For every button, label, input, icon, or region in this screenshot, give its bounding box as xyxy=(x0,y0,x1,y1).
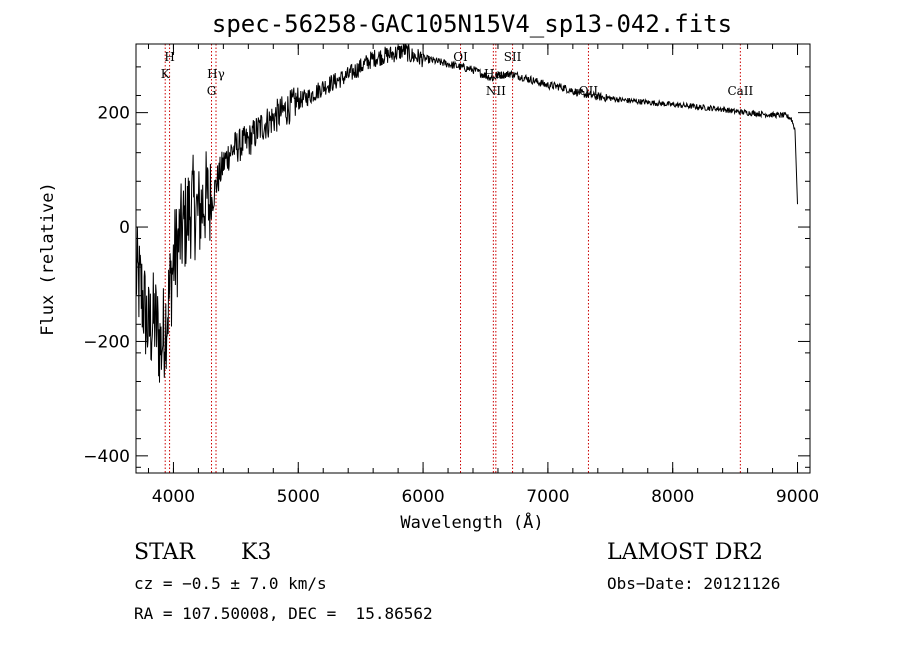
x-tick-label: 6000 xyxy=(401,487,444,507)
x-axis-label: Wavelength (Å) xyxy=(400,511,543,533)
x-tick-label: 9000 xyxy=(776,487,819,507)
spectral-line-label-7: SII xyxy=(504,50,522,64)
spectral-line-label-4: OI xyxy=(453,50,468,64)
axis-ticks: 4000 5000 6000 7000 8000 9000 −400 −200 0 200 xyxy=(83,44,819,507)
spectral-line-label-3: G xyxy=(207,84,217,98)
object-subclass: K3 xyxy=(241,540,272,565)
spectrum-series-line xyxy=(135,43,798,383)
chart-title: spec-56258-GAC105N15V4_sp13-042.fits xyxy=(212,10,732,38)
coordinates: RA = 107.50008, DEC = 15.86562 xyxy=(134,604,433,623)
object-type: STAR xyxy=(134,540,195,565)
x-tick-label: 5000 xyxy=(277,487,320,507)
spectral-line-label-9: CaII xyxy=(727,84,753,98)
x-tick-label: 4000 xyxy=(152,487,195,507)
survey-name: LAMOST DR2 xyxy=(607,540,763,565)
y-tick-label: −400 xyxy=(83,447,130,467)
x-tick-label: 7000 xyxy=(526,487,569,507)
redshift-cz: cz = −0.5 ± 7.0 km/s xyxy=(134,574,327,593)
spectral-line-label-1: K xyxy=(161,67,171,81)
spectral-line-label-0: H xyxy=(164,50,174,64)
x-tick-label: 8000 xyxy=(651,487,694,507)
y-tick-label: 200 xyxy=(98,104,130,124)
y-tick-label: −200 xyxy=(83,332,130,352)
spectral-line-label-2: Hγ xyxy=(207,67,225,81)
spectral-line-label-6: NII xyxy=(486,84,506,98)
observation-date: Obs−Date: 20121126 xyxy=(607,574,781,593)
y-tick-label: 0 xyxy=(119,218,130,238)
y-axis-label: Flux (relative) xyxy=(38,182,58,336)
